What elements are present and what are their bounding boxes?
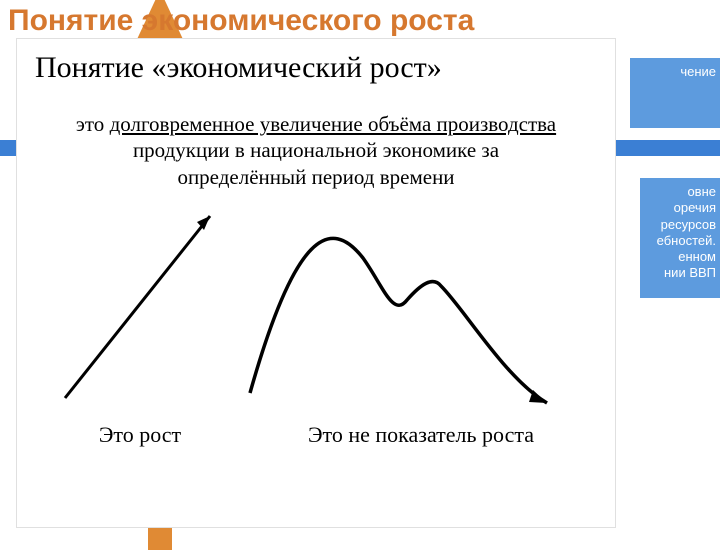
def-line2: продукции в национальной экономике за bbox=[133, 138, 499, 162]
bg-side-box-mid: овне оречия ресурсов ебностей. енном нии… bbox=[640, 178, 720, 298]
def-underlined: долговременное увеличение объёма произво… bbox=[110, 112, 557, 136]
caption-growth: Это рост bbox=[35, 422, 245, 448]
side-line: енном bbox=[648, 249, 716, 265]
side-line: ебностей. bbox=[648, 233, 716, 249]
bg-side-text-top: чение bbox=[680, 64, 716, 79]
graphs-area bbox=[35, 198, 597, 418]
side-line: ресурсов bbox=[648, 217, 716, 233]
nogrowth-line-chart bbox=[235, 198, 575, 413]
def-line3: определённый период времени bbox=[177, 165, 454, 189]
bg-side-box-top: чение bbox=[630, 58, 720, 128]
definition-text: это долговременное увеличение объёма про… bbox=[35, 111, 597, 190]
growth-path bbox=[65, 216, 210, 398]
growth-line-chart bbox=[45, 198, 235, 413]
nogrowth-path bbox=[250, 238, 547, 403]
bg-slide-title: Понятие экономического роста bbox=[8, 4, 474, 38]
card-title: Понятие «экономический рост» bbox=[35, 51, 597, 85]
side-line: овне bbox=[648, 184, 716, 200]
def-prefix: это bbox=[76, 112, 110, 136]
definition-card: Понятие «экономический рост» это долговр… bbox=[16, 38, 616, 528]
graph-captions: Это рост Это не показатель роста bbox=[35, 422, 597, 448]
side-line: нии ВВП bbox=[648, 265, 716, 281]
side-line: оречия bbox=[648, 200, 716, 216]
caption-nogrowth: Это не показатель роста bbox=[245, 422, 597, 448]
